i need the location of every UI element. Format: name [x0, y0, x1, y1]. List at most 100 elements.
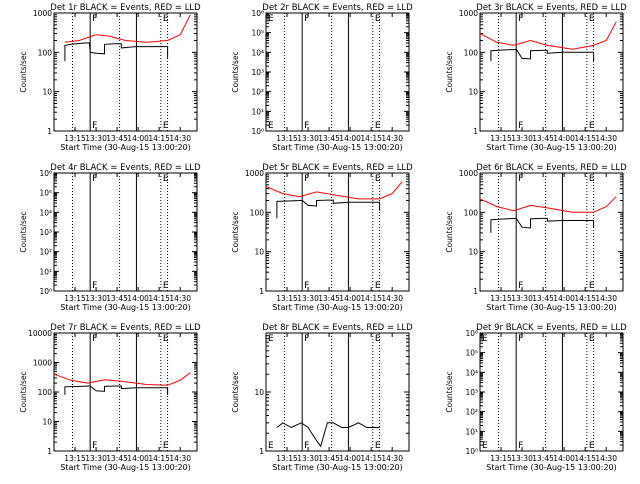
marker-label: F — [518, 334, 523, 344]
y-tick-label: 1000 — [459, 9, 478, 18]
panel-3: Det 3r BLACK = Events, RED = LLD 1 10 100 10… — [445, 3, 627, 152]
marker-label: F — [92, 334, 97, 344]
marker-label: E — [482, 441, 488, 451]
x-tick-label: 14:30 — [169, 294, 191, 303]
marker-label: F — [518, 281, 523, 291]
y-tick-label: 10⁴ — [251, 48, 264, 57]
y-axis-label: Counts/sec — [445, 51, 454, 92]
y-axis-label: Counts/sec — [19, 371, 28, 412]
x-tick-label: 14:00 — [339, 134, 361, 143]
x-tick-label: 14:30 — [595, 454, 617, 463]
panel-title: Det 8r BLACK = Events, RED = LLD — [262, 323, 413, 333]
y-tick-label: 100 — [250, 208, 265, 217]
panel-2: Det 2r BLACK = Events, RED = LLD 10⁰ 10¹ 10… — [231, 3, 413, 152]
x-tick-label: 14:15 — [360, 134, 382, 143]
y-tick-label: 100 — [464, 208, 479, 217]
panel-title: Det 1r BLACK = Events, RED = LLD — [50, 3, 201, 13]
marker-label: E — [375, 441, 381, 451]
x-tick-label: 14:15 — [574, 454, 596, 463]
panel-title: Det 4r BLACK = Events, RED = LLD — [50, 163, 201, 173]
y-axis-label: Counts/sec — [445, 371, 454, 412]
x-tick-label: 13:30 — [511, 454, 533, 463]
x-tick-label: 14:15 — [574, 134, 596, 143]
marker-label: E — [589, 441, 595, 451]
marker-label: E — [589, 334, 595, 344]
plot-frame — [479, 332, 624, 452]
plot-frame — [265, 12, 410, 132]
marker-label: F — [92, 121, 97, 131]
y-axis-label: Counts/sec — [231, 211, 240, 252]
panel-5: Det 5r BLACK = Events, RED = LLD 1 10 100 10… — [231, 163, 413, 312]
y-tick-label: 10⁴ — [465, 368, 478, 377]
x-tick-label: 14:00 — [127, 454, 149, 463]
marker-label: F — [518, 441, 523, 451]
y-tick-label: 10⁵ — [251, 29, 264, 38]
x-tick-label: 14:30 — [595, 294, 617, 303]
marker-label: F — [304, 121, 309, 131]
y-tick-label: 10⁰ — [465, 447, 478, 456]
x-tick-label: 14:30 — [381, 294, 403, 303]
y-tick-label: 10⁵ — [39, 189, 52, 198]
y-tick-label: 10¹ — [251, 107, 264, 116]
x-axis-label: Start Time (30-Aug-15 13:00:20) — [272, 303, 403, 312]
x-tick-label: 13:45 — [318, 294, 340, 303]
x-tick-label: 13:45 — [532, 134, 554, 143]
plot-frame — [53, 172, 198, 292]
marker-label: F — [304, 281, 309, 291]
series-line-events — [64, 385, 169, 395]
y-tick-label: 1 — [259, 447, 264, 456]
x-tick-label: 13:30 — [297, 134, 319, 143]
x-tick-label: 13:30 — [85, 134, 107, 143]
y-axis-label: Counts/sec — [445, 211, 454, 252]
panel-1: Det 1r BLACK = Events, RED = LLD 1 10 100 10… — [19, 3, 201, 152]
marker-label: F — [518, 121, 523, 131]
marker-label: E — [163, 281, 169, 291]
marker-label: E — [163, 121, 169, 131]
y-tick-label: 10² — [251, 88, 264, 97]
marker-label: E — [268, 441, 274, 451]
x-tick-label: 13:15 — [64, 454, 86, 463]
y-tick-label: 10¹ — [39, 267, 52, 276]
plot-frame — [53, 12, 198, 132]
marker-label: E — [268, 121, 274, 131]
x-tick-label: 13:30 — [511, 294, 533, 303]
panel-title: Det 3r BLACK = Events, RED = LLD — [476, 3, 627, 13]
panel-title: Det 7r BLACK = Events, RED = LLD — [50, 323, 201, 333]
x-axis-label: Start Time (30-Aug-15 13:00:20) — [60, 463, 191, 472]
marker-label: E — [163, 334, 169, 344]
marker-label: E — [163, 174, 169, 184]
x-tick-label: 14:30 — [595, 134, 617, 143]
marker-label: E — [375, 174, 381, 184]
x-tick-label: 13:15 — [64, 134, 86, 143]
y-tick-label: 1000 — [33, 359, 52, 368]
x-tick-label: 14:30 — [169, 454, 191, 463]
x-tick-label: 14:15 — [148, 134, 170, 143]
x-tick-label: 14:00 — [339, 454, 361, 463]
y-tick-label: 10⁰ — [39, 287, 52, 296]
x-tick-label: 13:45 — [318, 454, 340, 463]
marker-label: E — [268, 14, 274, 24]
y-tick-label: 10² — [39, 248, 52, 257]
y-tick-label: 10³ — [251, 68, 264, 77]
marker-label: E — [589, 174, 595, 184]
x-tick-label: 14:15 — [360, 294, 382, 303]
y-tick-label: 10³ — [465, 388, 478, 397]
panel-title: Det 2r BLACK = Events, RED = LLD — [262, 3, 413, 13]
x-tick-label: 13:45 — [106, 134, 128, 143]
y-tick-label: 10 — [468, 88, 478, 97]
series-line-lld — [479, 196, 617, 213]
x-tick-label: 13:45 — [106, 454, 128, 463]
marker-label: F — [92, 441, 97, 451]
x-tick-label: 13:15 — [276, 294, 298, 303]
x-tick-label: 14:00 — [127, 294, 149, 303]
marker-label: E — [375, 121, 381, 131]
y-tick-label: 10³ — [39, 228, 52, 237]
panel-title: Det 9r BLACK = Events, RED = LLD — [476, 323, 627, 333]
panel-title: Det 5r BLACK = Events, RED = LLD — [262, 163, 413, 173]
x-tick-label: 13:30 — [85, 454, 107, 463]
x-tick-label: 14:30 — [169, 134, 191, 143]
series-line-events — [64, 42, 169, 62]
x-tick-label: 13:15 — [276, 454, 298, 463]
y-tick-label: 10000 — [28, 329, 52, 338]
